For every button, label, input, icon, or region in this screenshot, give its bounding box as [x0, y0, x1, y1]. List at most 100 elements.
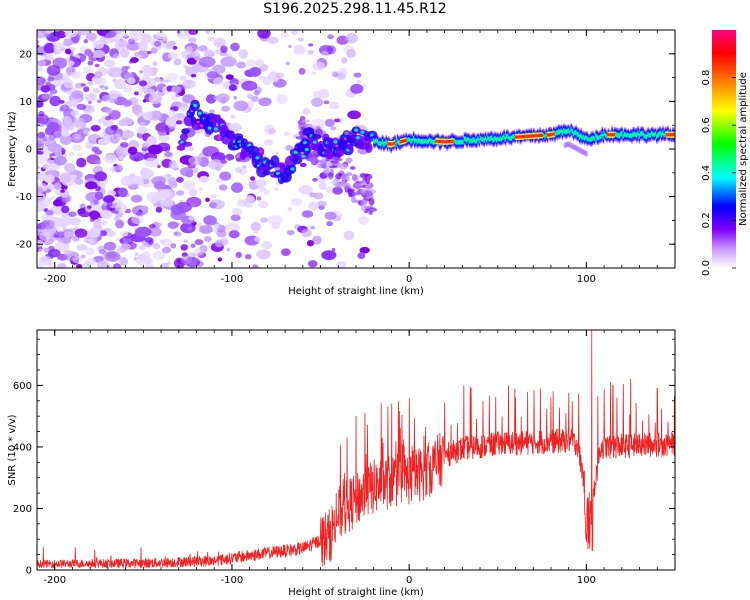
spectrogram-cell [134, 51, 140, 57]
spectrogram-cell [331, 247, 336, 252]
spectrogram-cell [328, 101, 340, 110]
spectrogram-hot-core [391, 142, 394, 146]
spectrogram-cell [112, 53, 121, 60]
spectrogram-band-slice [453, 133, 456, 148]
spectrogram-cell [217, 257, 223, 262]
spectrogram-cell [105, 107, 113, 114]
spectrogram-cell [215, 166, 222, 171]
spectrogram-cell [134, 252, 139, 257]
spectrogram-cell [82, 127, 92, 135]
spectrogram-cell [212, 76, 224, 86]
spectrogram-band-slice [631, 128, 633, 144]
spectrogram-cell [46, 64, 61, 76]
spectrogram-cell [336, 72, 346, 81]
spectrogram-cell [340, 57, 348, 64]
spectrogram-hot-core [530, 134, 533, 138]
colorbar-tick-label: 0.2 [701, 212, 712, 228]
spectrogram-cell [178, 101, 188, 111]
spectrogram-band-slice [384, 137, 386, 151]
spectrogram-hot-core [519, 135, 521, 139]
spectrogram-hot-core [608, 133, 610, 137]
spectrogram-cell [309, 156, 317, 163]
spectrogram-band-slice [375, 133, 378, 147]
spectrogram-band-slice [454, 134, 457, 149]
spectrogram-cell [358, 216, 369, 225]
spectrogram-hot-core [523, 134, 525, 139]
spectrogram-cell [85, 181, 98, 190]
spectrogram-cell [212, 64, 226, 74]
spectrogram-hot-core [526, 134, 529, 138]
spectrogram-cell [47, 184, 55, 190]
spectrogram-cell [255, 179, 267, 188]
spectrogram-hot-core [547, 133, 550, 137]
spectrogram-band-slice [658, 126, 661, 142]
spectrogram-band-slice [657, 127, 659, 143]
spectrogram-cell [308, 43, 314, 47]
spectrogram-cell [59, 172, 72, 183]
spectrogram-hot-core [443, 140, 446, 144]
spectrogram-cell [99, 219, 108, 226]
spectrogram-cell [330, 126, 337, 131]
spectrogram-cell [345, 32, 359, 44]
spectrogram-cell [207, 51, 212, 55]
spectrogram-band-slice [482, 132, 484, 147]
spectrogram-band-slice [557, 123, 560, 140]
spectrogram-cell [59, 99, 65, 104]
spectrogram-cell [166, 41, 174, 49]
spectrogram-cell [233, 95, 237, 100]
colorbar-ticks: 0.0 0.2 0.4 0.6 0.8 [701, 70, 736, 276]
spectrogram-cell [188, 188, 198, 197]
spectrogram-hot-core [532, 134, 534, 138]
spectrogram-band-slice [462, 136, 465, 149]
spectrogram-band-slice [508, 132, 510, 145]
spectrogram-band-slice [483, 132, 486, 148]
spectrogram-cell [121, 243, 131, 250]
spectrogram-cell [214, 224, 220, 229]
spectrogram-cell [246, 59, 257, 67]
spectrogram-cell [76, 243, 88, 252]
spectrogram-cell [70, 174, 77, 180]
spectrogram-ridge-core [193, 103, 198, 108]
spectrogram-band-slice [419, 134, 421, 148]
spectrogram-ytick-label: -10 [16, 192, 32, 203]
spectrogram-cell [198, 56, 216, 68]
spectrogram-cell [100, 209, 113, 219]
spectrogram-cell [350, 83, 364, 94]
spectrogram-cell [166, 261, 171, 265]
spectrogram-cell [183, 180, 196, 191]
spectrogram-cell [236, 199, 249, 207]
spectrogram-cell [363, 190, 373, 198]
spectrogram-cell [90, 124, 101, 132]
spectrogram-cell [346, 172, 353, 176]
spectrogram-cell [63, 249, 72, 255]
spectrogram-cell [117, 187, 128, 198]
spectrogram-cell [154, 76, 161, 82]
spectrogram-band-slice [664, 126, 667, 142]
spectrogram-cell [38, 248, 43, 252]
spectrogram-cell [190, 74, 197, 78]
spectrogram-cell [160, 262, 169, 268]
spectrogram-cell [68, 211, 77, 217]
spectrogram-xlabel: Height of straight line (km) [288, 286, 424, 297]
spectrogram-cell [118, 155, 124, 161]
snr-xtick-label: 0 [406, 575, 412, 586]
spectrogram-cell [100, 30, 117, 39]
spectrogram-cell [134, 226, 152, 238]
spectrogram-cell [170, 204, 184, 216]
spectrogram-cell [121, 65, 129, 73]
spectrogram-cell [70, 110, 80, 117]
spectrogram-ridge-core [360, 130, 365, 134]
spectrogram-cell [39, 231, 51, 241]
spectrogram-cell [53, 42, 66, 54]
spectrogram-band-slice [481, 132, 483, 146]
spectrogram-band-slice [376, 134, 379, 149]
spectrogram-cell [185, 46, 193, 53]
spectrogram-band-slice [569, 126, 571, 139]
spectrogram-band-slice [459, 135, 462, 149]
spectrogram-band-slice [574, 126, 576, 140]
spectrogram-hot-core [524, 134, 526, 139]
spectrogram-band-slice [500, 133, 503, 147]
spectrogram-band-slice [626, 129, 628, 142]
spectrogram-band-slice [622, 130, 625, 143]
spectrogram-band-slice [655, 129, 658, 144]
